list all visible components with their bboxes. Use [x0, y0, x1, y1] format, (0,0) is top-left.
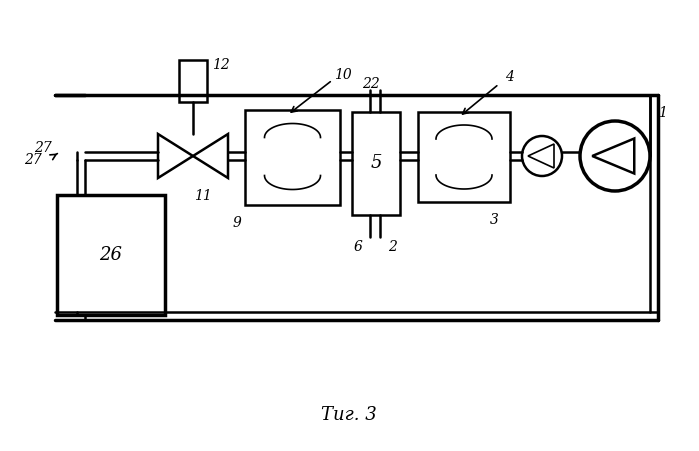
- Text: 2: 2: [387, 240, 396, 254]
- Text: 6: 6: [354, 240, 363, 254]
- Text: 1: 1: [658, 106, 666, 120]
- Text: 5: 5: [370, 155, 382, 172]
- Bar: [352, 112, 400, 215]
- Bar: [245, 110, 340, 205]
- Text: 11: 11: [194, 189, 212, 203]
- Bar: [179, 60, 207, 102]
- Text: 27: 27: [34, 141, 52, 155]
- Text: Τиг. 3: Τиг. 3: [321, 406, 377, 424]
- Text: 26: 26: [99, 246, 122, 264]
- Bar: [418, 112, 510, 202]
- Text: 9: 9: [233, 216, 241, 230]
- Text: 3: 3: [489, 213, 498, 227]
- Text: 12: 12: [212, 58, 230, 72]
- Text: 4: 4: [505, 70, 514, 84]
- Text: 10: 10: [333, 68, 352, 82]
- Text: 27: 27: [24, 153, 42, 167]
- Bar: [57, 195, 165, 315]
- Text: 22: 22: [362, 77, 380, 91]
